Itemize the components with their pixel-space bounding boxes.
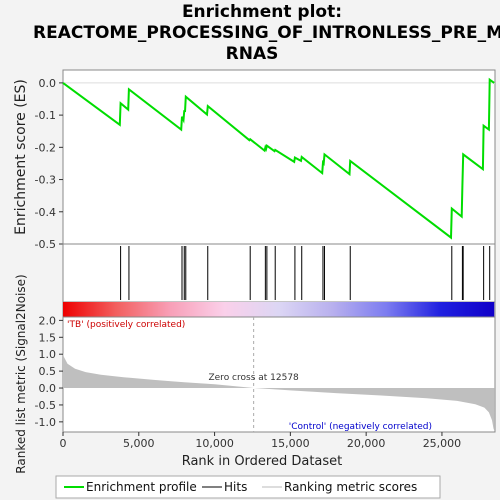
negative-correlation-label: 'Control' (negatively correlated) bbox=[289, 422, 432, 432]
metric-y-tick-label: -0.5 bbox=[35, 399, 56, 412]
chart-title-line-2: REACTOME_PROCESSING_OF_INTRONLESS_PRE_M bbox=[33, 23, 500, 43]
hit-marks bbox=[120, 246, 491, 300]
metric-y-tick-label: 1.5 bbox=[39, 331, 57, 344]
x-tick-label: 10,000 bbox=[195, 437, 234, 450]
legend-box bbox=[55, 475, 441, 499]
chart-title-line-3: RNAS bbox=[226, 44, 279, 64]
metric-panel bbox=[62, 316, 496, 433]
legend-label-enrichment-profile: Enrichment profile bbox=[86, 480, 197, 494]
es-y-tick-label: -0.4 bbox=[35, 206, 56, 219]
x-tick-label: 25,000 bbox=[423, 437, 462, 450]
metric-y-tick-label: 1.0 bbox=[39, 348, 57, 361]
x-tick-label: 15,000 bbox=[271, 437, 310, 450]
es-y-axis: 0.0 -0.1 -0.2 -0.3 -0.4 -0.5 bbox=[35, 77, 63, 251]
x-tick-label: 5,000 bbox=[123, 437, 155, 450]
chart-title-line-1: Enrichment plot: bbox=[182, 2, 342, 22]
legend-label-ranking-metric: Ranking metric scores bbox=[284, 480, 417, 494]
ranking-metric-area bbox=[63, 352, 495, 431]
x-tick-label: 20,000 bbox=[347, 437, 386, 450]
enrichment-profile-line bbox=[62, 77, 495, 240]
x-tick-label: 0 bbox=[60, 437, 67, 450]
metric-y-tick-label: 0.5 bbox=[39, 365, 57, 378]
x-axis-label: Rank in Ordered Dataset bbox=[182, 454, 343, 469]
es-y-tick-label: -0.1 bbox=[35, 109, 56, 122]
es-y-tick-label: 0.0 bbox=[39, 77, 57, 90]
legend-label-hits: Hits bbox=[224, 480, 247, 494]
x-axis: 0 5,000 10,000 15,000 20,000 25,000 bbox=[60, 432, 462, 450]
es-panel bbox=[62, 69, 496, 245]
metric-y-tick-label: -1.0 bbox=[35, 416, 56, 429]
es-y-tick-label: -0.2 bbox=[35, 141, 56, 154]
es-y-tick-label: -0.5 bbox=[35, 238, 56, 251]
es-y-axis-label: Enrichment score (ES) bbox=[13, 79, 29, 235]
metric-y-axis-label: Ranked list metric (Signal2Noise) bbox=[14, 274, 28, 473]
es-y-tick-label: -0.3 bbox=[35, 174, 56, 187]
hits-panel bbox=[62, 243, 496, 303]
ranking-color-band bbox=[63, 302, 495, 317]
metric-y-tick-label: 2.0 bbox=[39, 314, 57, 327]
metric-y-axis: 2.0 1.5 1.0 0.5 0.0 -0.5 -1.0 bbox=[35, 314, 63, 429]
positive-correlation-label: 'TB' (positively correlated) bbox=[67, 320, 185, 330]
metric-y-tick-label: 0.0 bbox=[39, 382, 57, 395]
zero-cross-label: Zero cross at 12578 bbox=[208, 373, 299, 383]
